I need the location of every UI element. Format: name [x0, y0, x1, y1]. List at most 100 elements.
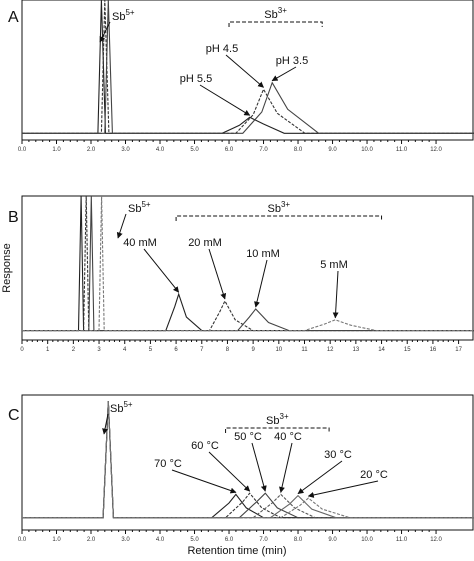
species-base: Sb — [264, 9, 277, 21]
label-arrow — [271, 66, 297, 82]
label-arrow — [254, 259, 268, 308]
plot-frame — [21, 0, 474, 141]
x-tick-label: 9.0 — [328, 537, 337, 543]
x-tick-label: 8.0 — [294, 147, 303, 153]
series-label: 5 mM — [320, 259, 348, 271]
sb5-arrow — [99, 21, 111, 43]
species-charge: 3+ — [281, 200, 290, 209]
x-tick-label: 0.0 — [18, 537, 27, 543]
species-base: Sb — [128, 203, 141, 215]
y-axis-label: Response — [1, 243, 13, 293]
sb5-arrow — [102, 413, 109, 435]
x-tick-label: 10 — [275, 347, 282, 353]
trace — [22, 401, 474, 519]
series-label: 50 °C — [234, 431, 262, 443]
sb3-bracket — [225, 427, 330, 433]
x-tick-label: 5.0 — [190, 537, 199, 543]
species-base: Sb — [266, 415, 279, 427]
label-arrow — [143, 248, 180, 293]
label-arrow — [225, 54, 264, 88]
trace — [22, 401, 474, 519]
x-tick-label: 5.0 — [190, 147, 199, 153]
x-tick-label: 3 — [97, 347, 101, 353]
x-tick-label: 12.0 — [430, 537, 442, 543]
trace — [22, 0, 474, 134]
x-tick-label: 7 — [200, 347, 204, 353]
x-tick-label: 1.0 — [52, 537, 61, 543]
species-label: Sb3+ — [264, 6, 287, 21]
species-base: Sb — [268, 203, 281, 215]
species-charge: 3+ — [278, 6, 287, 15]
x-tick-label: 17 — [455, 347, 462, 353]
x-tick-label: 1.0 — [52, 147, 61, 153]
series-label: pH 3.5 — [276, 55, 308, 67]
x-tick-label: 10.0 — [361, 147, 373, 153]
series-label: 20 mM — [188, 237, 222, 249]
label-arrow — [251, 442, 267, 492]
x-tick-label: 10.0 — [361, 537, 373, 543]
species-label: Sb5+ — [128, 200, 151, 215]
label-arrow — [307, 480, 379, 498]
x-tick-label: 2.0 — [87, 147, 96, 153]
label-arrow — [199, 84, 251, 116]
x-tick-label: 4.0 — [156, 147, 165, 153]
trace — [22, 195, 474, 332]
trace — [22, 0, 474, 134]
species-charge: 5+ — [141, 200, 150, 209]
label-arrow — [171, 469, 237, 494]
sb5-arrow — [116, 213, 127, 239]
series-label: 30 °C — [324, 449, 352, 461]
label-arrow — [208, 451, 251, 492]
x-tick-label: 13 — [353, 347, 360, 353]
series-label: 10 mM — [246, 248, 280, 260]
series-label: pH 5.5 — [180, 73, 212, 85]
x-tick-label: 16 — [430, 347, 437, 353]
species-base: Sb — [112, 11, 125, 23]
panel-letter: C — [8, 407, 20, 424]
x-tick-label: 12.0 — [430, 147, 442, 153]
label-arrow — [279, 442, 293, 493]
label-arrow — [297, 460, 343, 495]
sb3-bracket — [228, 21, 323, 27]
x-tick-label: 9 — [251, 347, 255, 353]
x-tick-label: 9.0 — [328, 147, 337, 153]
x-tick-label: 8 — [226, 347, 230, 353]
trace — [22, 195, 474, 332]
series-label: 40 mM — [123, 237, 157, 249]
series-label: 60 °C — [191, 440, 219, 452]
trace — [22, 195, 474, 332]
x-tick-label: 6.0 — [225, 537, 234, 543]
x-tick-label: 11 — [301, 347, 308, 353]
x-tick-label: 3.0 — [121, 537, 130, 543]
label-arrow — [208, 248, 227, 300]
x-tick-label: 3.0 — [121, 147, 130, 153]
species-charge: 3+ — [280, 412, 289, 421]
x-tick-label: 0 — [20, 347, 24, 353]
species-charge: 5+ — [123, 400, 132, 409]
x-axis-label: Retention time (min) — [187, 545, 286, 557]
species-base: Sb — [110, 403, 123, 415]
x-tick-label: 11.0 — [396, 147, 408, 153]
x-tick-label: 14 — [378, 347, 385, 353]
x-tick-label: 11.0 — [396, 537, 408, 543]
species-charge: 5+ — [125, 8, 134, 17]
species-label: Sb5+ — [110, 400, 133, 415]
species-label: Sb3+ — [266, 412, 289, 427]
species-label: Sb5+ — [112, 8, 135, 23]
x-tick-label: 2.0 — [87, 537, 96, 543]
x-tick-label: 6.0 — [225, 147, 234, 153]
trace — [22, 401, 474, 519]
x-tick-label: 7.0 — [259, 537, 268, 543]
x-tick-label: 5 — [149, 347, 153, 353]
plot-frame — [21, 394, 474, 531]
panel-letter: B — [8, 209, 19, 226]
x-tick-label: 6 — [174, 347, 178, 353]
species-label: Sb3+ — [268, 200, 291, 215]
series-label: 20 °C — [360, 469, 388, 481]
x-tick-label: 4.0 — [156, 537, 165, 543]
panel-letter: A — [8, 9, 19, 26]
trace — [22, 401, 474, 519]
series-label: pH 4.5 — [206, 43, 238, 55]
x-tick-label: 0.0 — [18, 147, 27, 153]
trace — [22, 0, 474, 134]
